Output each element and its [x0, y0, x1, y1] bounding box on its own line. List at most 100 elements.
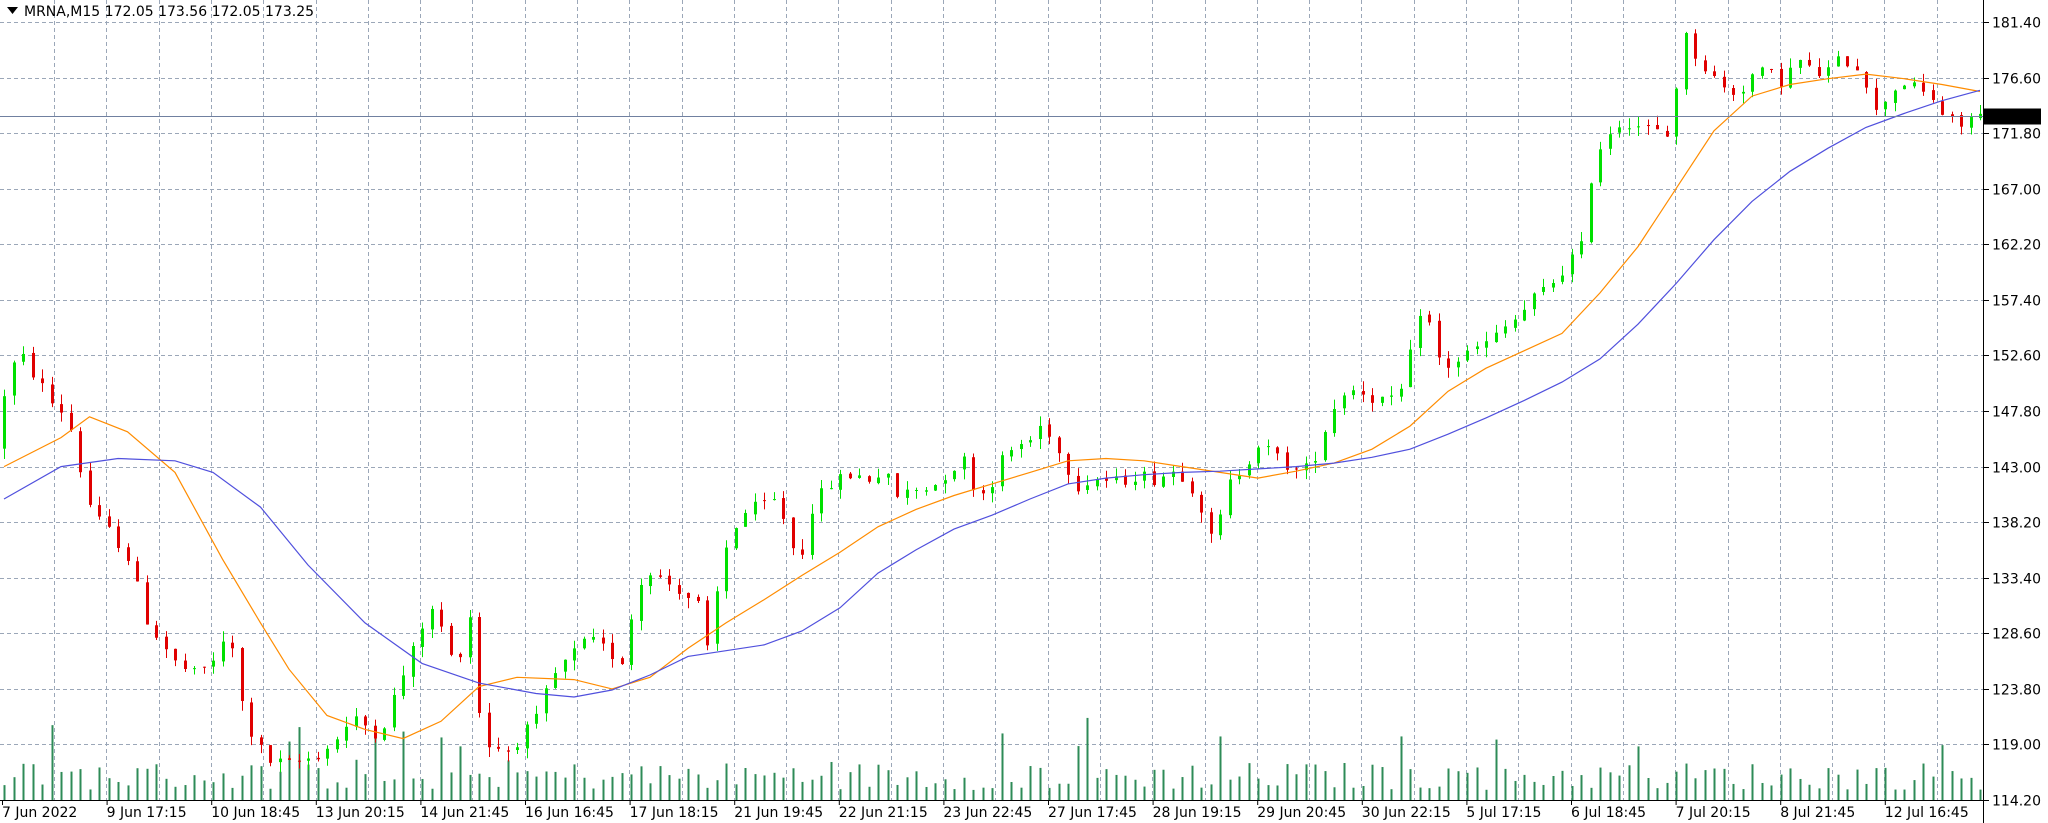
candle-body: [1818, 67, 1821, 77]
candle-body: [412, 645, 415, 677]
candle-body: [1314, 461, 1317, 463]
time-tick-label: 7 Jun 2022: [2, 805, 77, 821]
price-tick-label: 167.00: [1992, 183, 2041, 199]
candle-body: [564, 659, 567, 672]
candle-body: [934, 485, 937, 491]
candle-body: [678, 585, 681, 594]
candle-body: [1742, 91, 1745, 94]
time-tick-label: 13 Jun 20:15: [316, 805, 405, 821]
time-tick-label: 8 Jul 21:45: [1780, 805, 1855, 821]
candle-body: [1020, 444, 1023, 450]
candle-body: [792, 517, 795, 549]
price-tick-label: 123.80: [1992, 683, 2041, 699]
candle-body: [1552, 283, 1555, 288]
candle-body: [1704, 60, 1707, 72]
candle-body: [1419, 315, 1422, 348]
candle-body: [1713, 71, 1716, 76]
high-value: 173.56: [158, 4, 207, 20]
candle-body: [1010, 450, 1013, 457]
chart-title[interactable]: MRNA,M15 172.05 173.56 172.05 173.25: [7, 4, 314, 20]
candle-body: [108, 516, 111, 527]
triangle-down-icon[interactable]: [7, 7, 18, 14]
candle-body: [1229, 479, 1232, 516]
candle-body: [1447, 358, 1450, 368]
candle-body: [51, 384, 54, 404]
candle-body: [1913, 82, 1916, 87]
candle-body: [184, 660, 187, 670]
time-tick-label: 6 Jul 18:45: [1571, 805, 1646, 821]
candle-body: [915, 490, 918, 492]
candle-body: [1267, 446, 1270, 448]
candle-body: [1466, 350, 1469, 361]
candle-body: [393, 694, 396, 728]
slow-ma-line: [3, 89, 1981, 698]
candle-body: [830, 488, 833, 490]
candle-body: [1324, 432, 1327, 461]
candle-body: [1457, 361, 1460, 368]
price-tick-label: 147.80: [1992, 405, 2041, 421]
candle-body: [887, 473, 890, 478]
candle-body: [1903, 85, 1906, 90]
candle-body: [1134, 481, 1137, 485]
candle-body: [1295, 468, 1298, 470]
candle-body: [1856, 66, 1859, 71]
candle-body: [1029, 440, 1032, 443]
time-tick-label: 9 Jun 17:15: [107, 805, 187, 821]
candle-body: [1504, 326, 1507, 334]
candle-body: [592, 636, 595, 640]
candle-body: [1609, 134, 1612, 149]
candle-body: [611, 642, 614, 660]
candle-body: [754, 501, 757, 515]
candle-body: [535, 713, 538, 724]
candle-body: [488, 712, 491, 748]
candle-body: [1058, 437, 1061, 454]
candle-body: [1153, 471, 1156, 486]
fast-ma-line: [3, 73, 1981, 740]
candle-body: [222, 641, 225, 662]
candle-body: [649, 575, 652, 587]
candle-body: [1086, 485, 1089, 490]
candle-body: [345, 726, 348, 741]
candle-body: [450, 625, 453, 655]
candle-body: [203, 666, 206, 668]
candle-body: [440, 609, 443, 627]
candle-body: [1894, 90, 1897, 103]
candle-body: [526, 724, 529, 749]
candle-body: [1105, 478, 1108, 481]
candle-body: [165, 636, 168, 650]
candle-body: [982, 490, 985, 494]
candle-body: [1675, 88, 1678, 137]
time-tick-label: 30 Jun 22:15: [1362, 805, 1451, 821]
candle-body: [801, 549, 804, 555]
price-tick-label: 143.00: [1992, 461, 2041, 477]
chart-title-text: MRNA,M15 172.05 173.56 172.05 173.25: [24, 4, 314, 20]
candle-body: [1514, 319, 1517, 328]
price-tick-label: 181.40: [1992, 16, 2041, 32]
candle-body: [1257, 447, 1260, 464]
candle-body: [1789, 67, 1792, 88]
candle-body: [1761, 67, 1764, 76]
candle-body: [697, 596, 700, 601]
candle-body: [1409, 349, 1412, 388]
time-tick-label: 12 Jul 16:45: [1885, 805, 1969, 821]
candle-body: [820, 488, 823, 514]
candle-body: [1932, 90, 1935, 100]
candle-body: [868, 476, 871, 482]
candle-body: [1580, 241, 1583, 255]
candle-body: [1162, 476, 1165, 487]
candle-body: [668, 575, 671, 585]
candle-body: [725, 547, 728, 592]
candle-body: [735, 528, 738, 549]
candle-body: [944, 480, 947, 484]
candle-body: [583, 638, 586, 649]
candle-body: [991, 487, 994, 494]
candle-body: [22, 353, 25, 362]
candle-body: [79, 431, 82, 473]
price-tick-label: 176.60: [1992, 72, 2041, 88]
candle-body: [146, 582, 149, 625]
candle-body: [260, 737, 263, 745]
time-tick-label: 22 Jun 21:15: [839, 805, 928, 821]
candle-body: [1362, 391, 1365, 395]
candle-body: [706, 600, 709, 646]
